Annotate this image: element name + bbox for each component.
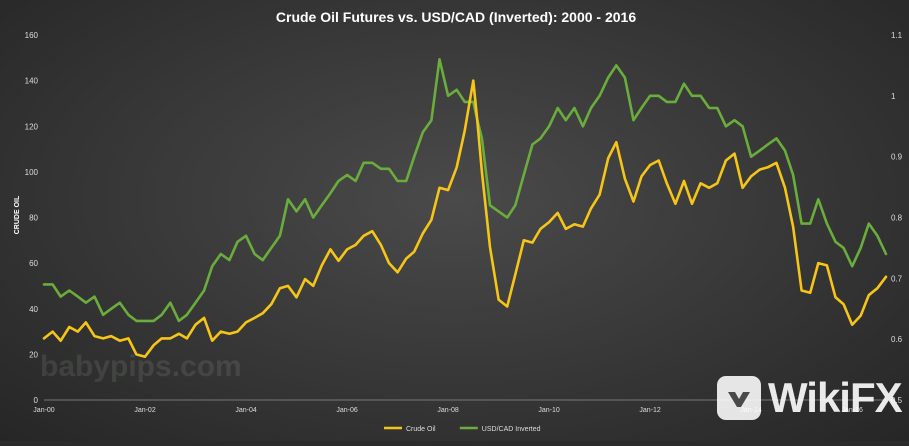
series-line-usd-cad-inverted xyxy=(42,58,888,323)
y-tick-label: 160 xyxy=(25,31,39,40)
y-tick-label: 20 xyxy=(29,350,38,359)
y2-tick-label: 0.6 xyxy=(891,335,903,344)
chart-title: Crude Oil Futures vs. USD/CAD (Inverted)… xyxy=(276,9,636,25)
y-tick-label: 140 xyxy=(25,77,39,86)
series-line-crude-oil xyxy=(42,79,888,358)
legend: Crude Oil USD/CAD Inverted xyxy=(384,426,541,433)
y-tick-label: 40 xyxy=(29,305,38,314)
y-tick-label: 100 xyxy=(25,168,39,177)
y2-tick-label: 0.9 xyxy=(891,153,903,162)
y2-tick-label: 0.8 xyxy=(891,214,903,223)
left-y-axis-ticks: 0 20 40 60 80 100 120 140 160 xyxy=(25,31,39,405)
y-tick-label: 120 xyxy=(25,122,39,131)
x-tick-label: Jan-08 xyxy=(437,407,459,414)
series-layer xyxy=(42,58,888,358)
y-axis-label: CRUDE OIL xyxy=(14,195,21,234)
y-tick-label: 60 xyxy=(29,259,38,268)
x-tick-label: Jan-12 xyxy=(639,407,661,414)
y2-tick-label: 1.1 xyxy=(891,31,903,40)
x-tick-label: Jan-04 xyxy=(235,407,257,414)
y-tick-label: 0 xyxy=(34,396,39,405)
x-tick-label: Jan-06 xyxy=(336,407,358,414)
y2-tick-label: 1 xyxy=(891,92,896,101)
x-tick-label: Jan-10 xyxy=(538,407,560,414)
wikifx-logo-icon xyxy=(717,376,761,420)
legend-label: USD/CAD Inverted xyxy=(482,426,541,433)
x-tick-label: Jan-16 xyxy=(841,407,863,414)
babypips-watermark: babypips.com xyxy=(40,350,242,383)
x-tick-label: Jan-02 xyxy=(134,407,156,414)
legend-label: Crude Oil xyxy=(406,426,436,433)
right-y-axis-ticks: 0.5 0.6 0.7 0.8 0.9 1 1.1 xyxy=(891,31,903,405)
y2-tick-label: 0.7 xyxy=(891,274,903,283)
y-tick-label: 80 xyxy=(29,214,38,223)
y2-tick-label: 0.5 xyxy=(891,396,903,405)
x-tick-label: Jan-00 xyxy=(33,407,55,414)
wikifx-watermark: WikiFX xyxy=(768,374,903,421)
